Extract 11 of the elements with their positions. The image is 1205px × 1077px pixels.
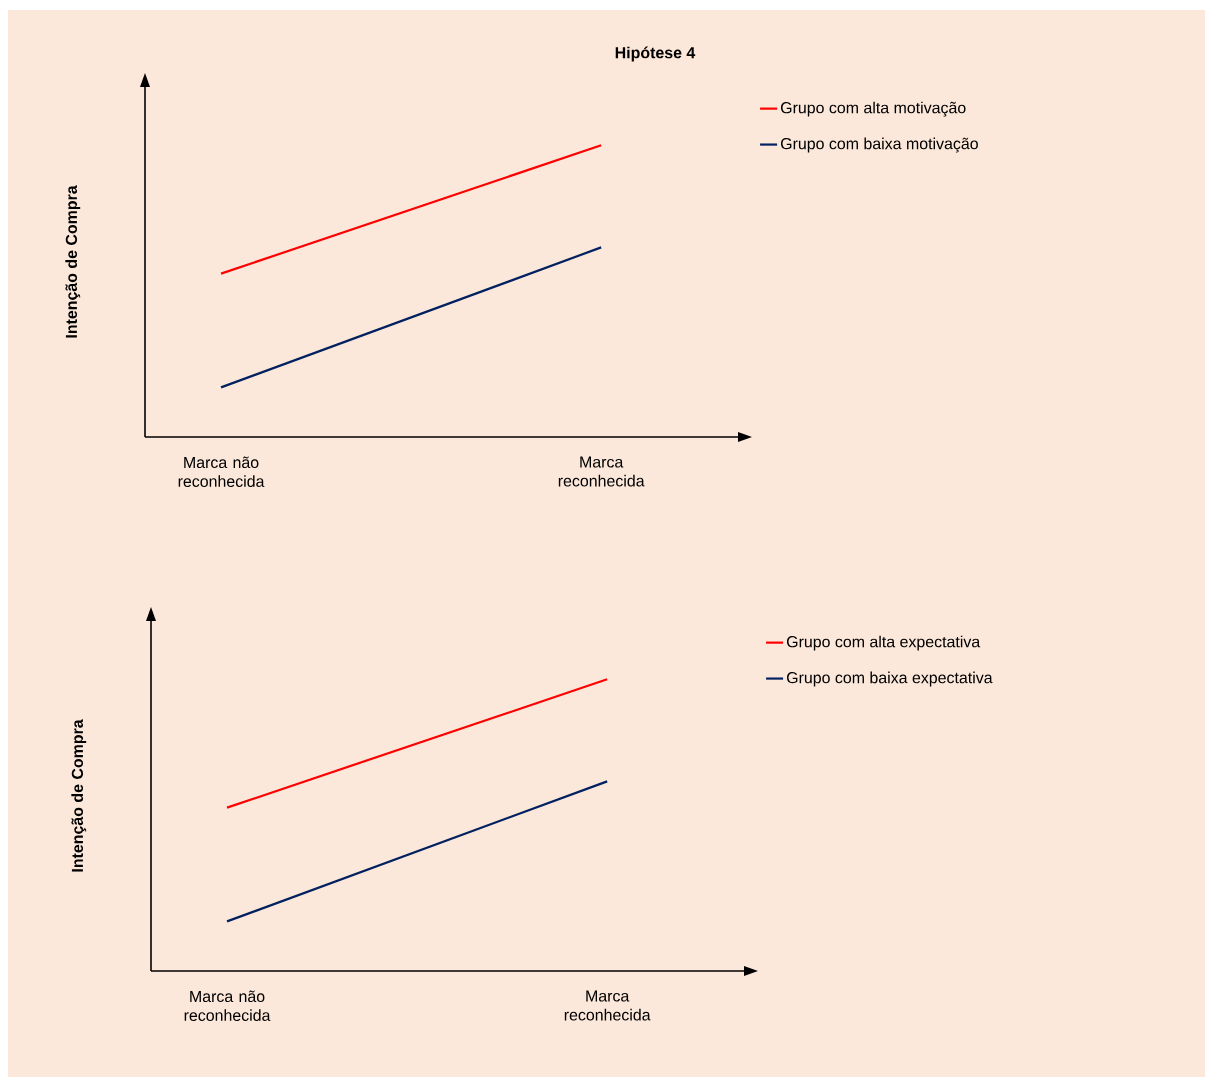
legend-label: Grupo com alta expectativa: [786, 635, 981, 651]
x-tick-label: Marca reconhecida: [558, 456, 645, 487]
x-tick-label: Marca não reconhecida: [184, 990, 271, 1022]
y-axis-title: Intenção de Compra: [65, 185, 81, 338]
legend-label: Grupo com baixa motivação: [780, 137, 978, 153]
x-tick-label: Marca reconhecida: [564, 990, 651, 1021]
legend-label: Grupo com baixa expectativa: [786, 671, 993, 687]
y-axis-title: Intenção de Compra: [71, 719, 87, 872]
x-tick-label: Marca não reconhecida: [178, 456, 265, 488]
chart-title: Hipótese 4: [615, 46, 696, 62]
legend-label: Grupo com alta motivação: [780, 101, 966, 117]
